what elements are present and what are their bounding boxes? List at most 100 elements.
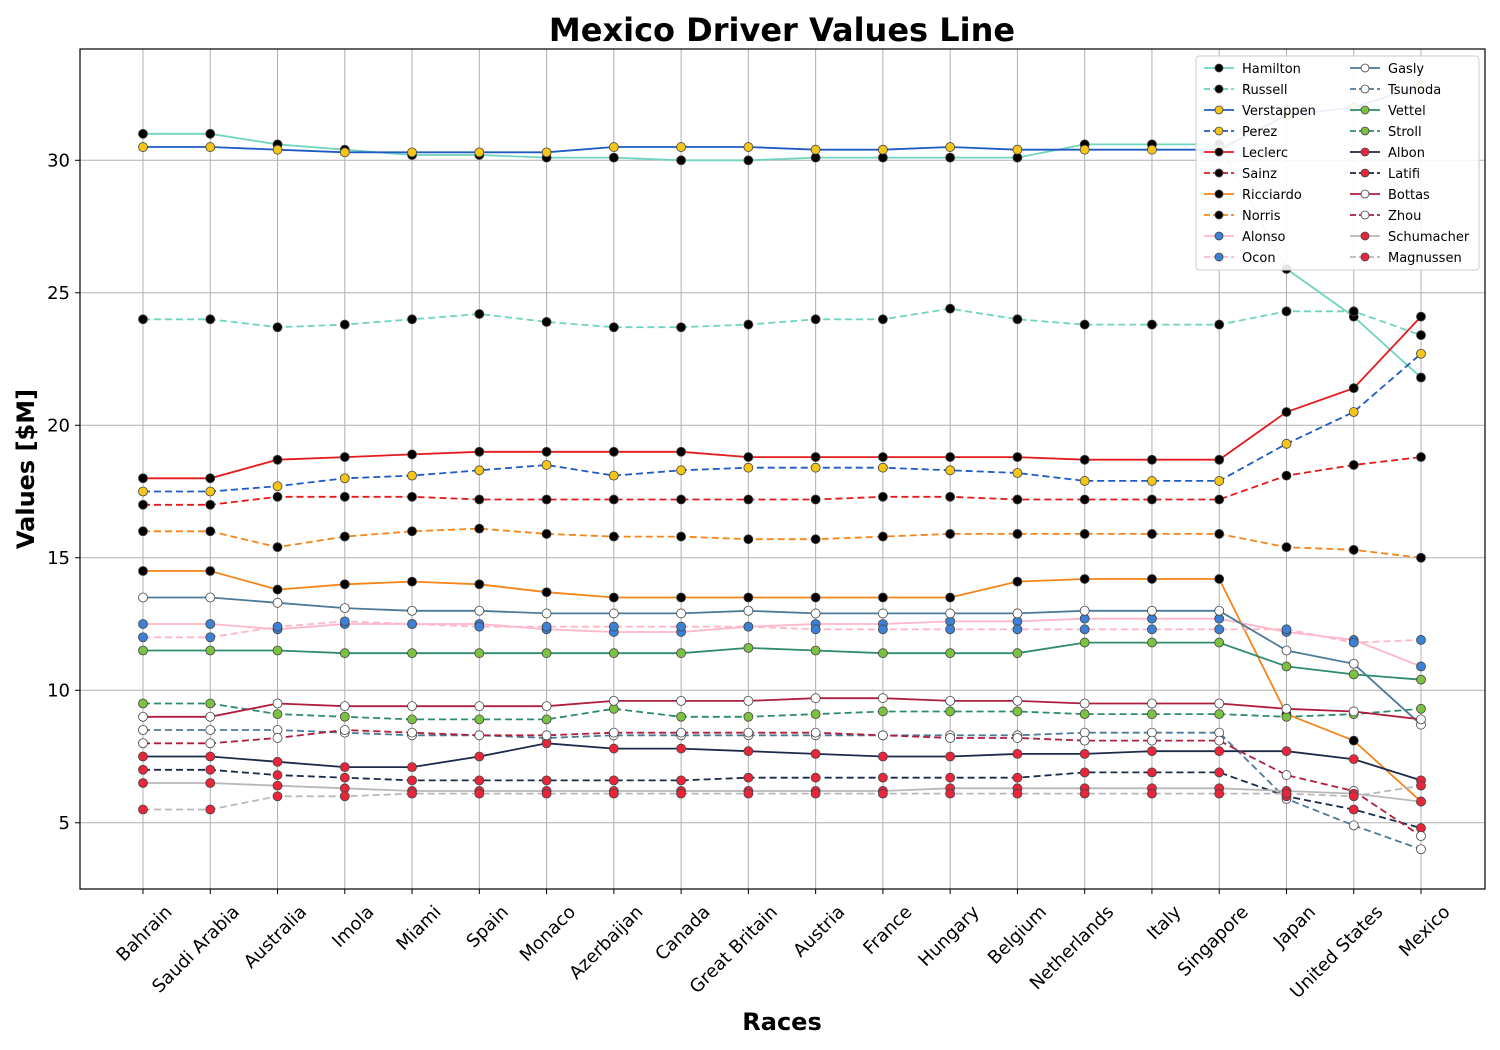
point-ricciardo <box>1348 735 1359 746</box>
legend-box <box>1195 55 1480 271</box>
point-ocon <box>1416 635 1426 645</box>
point-vettel <box>205 645 216 656</box>
point-norris <box>1079 529 1090 539</box>
point-leclerc <box>1281 407 1292 417</box>
point-leclerc <box>1079 454 1090 465</box>
point-tsunoda <box>1416 844 1426 855</box>
point-ricciardo <box>743 592 754 603</box>
point-hamilton <box>743 155 754 166</box>
point-russell <box>1079 319 1090 330</box>
point-zhou <box>810 727 821 738</box>
point-sainz <box>1012 494 1023 505</box>
point-stroll <box>945 706 956 717</box>
point-norris <box>743 534 754 545</box>
point-russell <box>676 322 687 333</box>
legend-label: Sainz <box>1242 167 1277 182</box>
point-zhou <box>474 730 485 741</box>
point-bottas <box>1348 706 1359 717</box>
point-schumacher <box>138 778 148 788</box>
point-zhou <box>877 730 888 741</box>
point-ricciardo <box>1147 574 1157 584</box>
point-magnussen <box>810 788 821 799</box>
point-latifi <box>339 772 350 783</box>
point-leclerc <box>474 446 485 457</box>
point-gasly <box>945 608 956 619</box>
point-hamilton <box>138 128 148 139</box>
point-gasly <box>1147 605 1157 616</box>
point-zhou <box>743 727 754 738</box>
legend-label: Ocon <box>1242 251 1276 266</box>
point-perez <box>1348 407 1359 417</box>
point-magnussen <box>1147 788 1157 799</box>
point-magnussen <box>474 788 485 799</box>
legend-marker <box>1360 84 1370 94</box>
point-latifi <box>541 775 552 786</box>
point-magnussen <box>138 804 148 815</box>
point-vettel <box>339 648 350 659</box>
point-sainz <box>474 494 485 505</box>
point-zhou <box>272 733 283 743</box>
legend-marker <box>1360 126 1370 136</box>
point-gasly <box>810 608 821 619</box>
legend-item-perez: Perez <box>1204 125 1277 140</box>
point-albon <box>743 746 754 757</box>
point-gasly <box>1079 605 1090 616</box>
point-vettel <box>1079 637 1090 648</box>
point-russell <box>608 322 619 333</box>
point-russell <box>1416 330 1426 341</box>
point-albon <box>272 756 283 767</box>
point-latifi <box>1214 767 1225 778</box>
point-gasly <box>1214 605 1225 616</box>
point-albon <box>1348 754 1359 765</box>
point-latifi <box>676 775 687 786</box>
point-russell <box>138 314 148 325</box>
point-vettel <box>1147 637 1157 648</box>
point-leclerc <box>1214 454 1225 465</box>
point-zhou <box>676 727 687 738</box>
point-verstappen <box>1012 144 1023 155</box>
series-line-sainz <box>143 456 1422 506</box>
point-leclerc <box>541 446 552 457</box>
legend-marker <box>1214 168 1224 178</box>
point-ocon <box>1147 624 1157 635</box>
point-perez <box>608 470 619 481</box>
point-perez <box>810 462 821 473</box>
point-stroll <box>877 706 888 717</box>
point-norris <box>877 531 888 542</box>
point-leclerc <box>1012 452 1023 462</box>
point-verstappen <box>1147 144 1157 155</box>
point-tsunoda <box>205 725 216 735</box>
series-line-magnussen <box>143 784 1422 811</box>
point-perez <box>1147 476 1157 486</box>
point-norris <box>945 529 956 539</box>
chart-title: Mexico Driver Values Line <box>549 11 1015 49</box>
series-norris <box>138 523 1426 563</box>
y-tick-label: 30 <box>47 150 70 171</box>
point-gasly <box>608 608 619 619</box>
point-zhou <box>407 727 417 738</box>
point-zhou <box>1079 735 1090 746</box>
point-hamilton <box>945 152 956 163</box>
point-bottas <box>138 711 148 722</box>
point-ocon <box>205 632 216 643</box>
point-vettel <box>272 645 283 656</box>
point-magnussen <box>1079 788 1090 799</box>
point-schumacher <box>205 778 216 788</box>
point-vettel <box>407 648 417 659</box>
point-vettel <box>608 648 619 659</box>
point-perez <box>272 481 283 492</box>
legend-marker <box>1214 252 1224 262</box>
point-russell <box>1281 306 1292 317</box>
point-leclerc <box>407 449 417 460</box>
point-zhou <box>138 738 148 749</box>
point-sainz <box>743 494 754 505</box>
point-bottas <box>272 698 283 709</box>
point-zhou <box>541 730 552 741</box>
point-latifi <box>205 764 216 775</box>
point-perez <box>1416 348 1426 359</box>
point-vettel <box>945 648 956 659</box>
point-norris <box>810 534 821 545</box>
point-albon <box>945 751 956 762</box>
legend-item-russell: Russell <box>1204 83 1287 98</box>
legend-label: Tsunoda <box>1387 83 1441 98</box>
